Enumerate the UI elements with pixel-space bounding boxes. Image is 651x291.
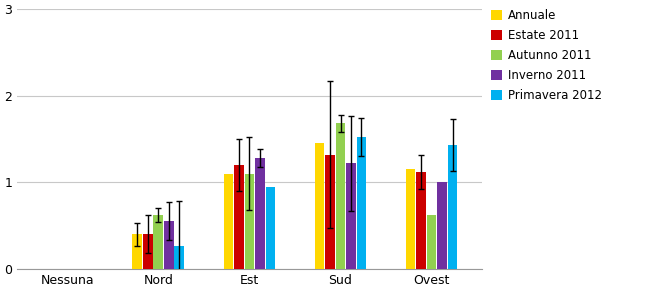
Bar bbox=[326, 155, 335, 269]
Bar bbox=[427, 215, 436, 269]
Bar bbox=[417, 172, 426, 269]
Bar bbox=[255, 158, 265, 269]
Bar bbox=[154, 215, 163, 269]
Bar bbox=[437, 182, 447, 269]
Bar bbox=[234, 165, 243, 269]
Bar bbox=[448, 145, 458, 269]
Bar bbox=[357, 137, 367, 269]
Bar bbox=[406, 169, 415, 269]
Bar bbox=[223, 174, 233, 269]
Bar bbox=[133, 234, 142, 269]
Bar bbox=[164, 221, 174, 269]
Bar bbox=[314, 143, 324, 269]
Bar bbox=[245, 174, 254, 269]
Legend: Annuale, Estate 2011, Autunno 2011, Inverno 2011, Primavera 2012: Annuale, Estate 2011, Autunno 2011, Inve… bbox=[486, 4, 606, 107]
Bar bbox=[336, 123, 345, 269]
Bar bbox=[266, 187, 275, 269]
Bar bbox=[174, 246, 184, 269]
Bar bbox=[346, 163, 356, 269]
Bar bbox=[143, 234, 152, 269]
